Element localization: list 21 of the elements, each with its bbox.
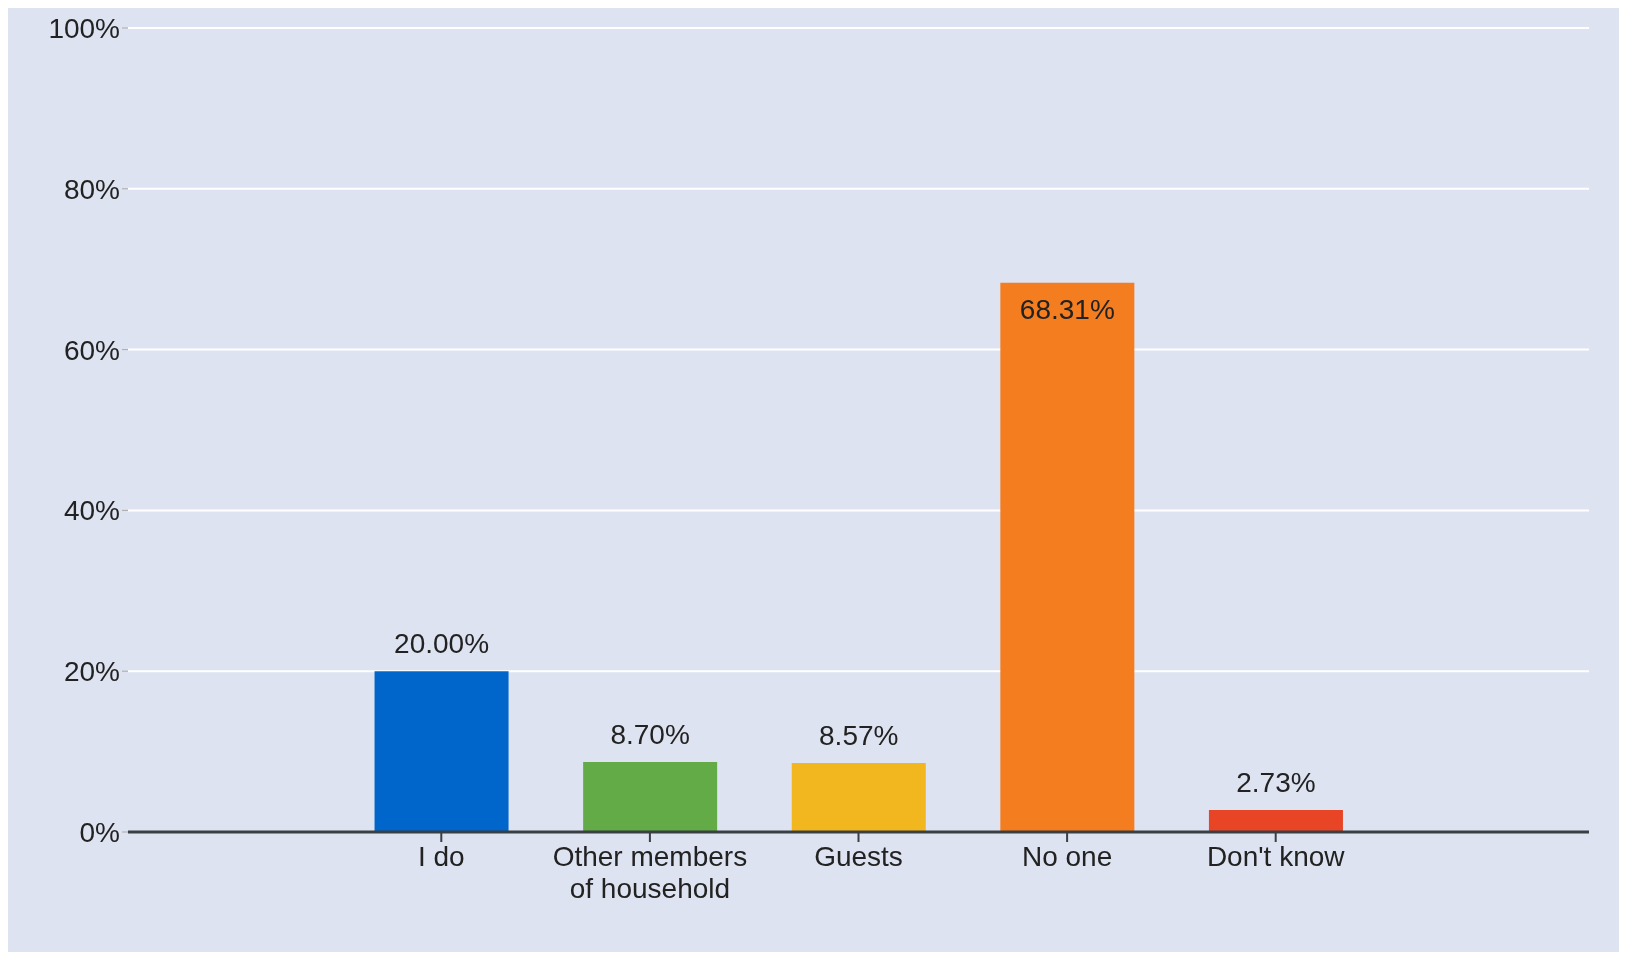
- bar: [791, 763, 926, 832]
- data-label: 8.70%: [610, 719, 690, 751]
- y-tick-label: 20%: [63, 656, 120, 688]
- x-tick-label: Other members of household: [552, 841, 748, 904]
- x-tick-label: Don't know: [1206, 841, 1346, 872]
- data-label: 2.73%: [1236, 767, 1316, 799]
- data-label: 8.57%: [819, 720, 899, 752]
- x-tick-label: No one: [1021, 841, 1113, 872]
- bar: [1208, 810, 1343, 832]
- x-tick-label: Guests: [814, 841, 903, 872]
- y-tick-label: 40%: [63, 495, 120, 527]
- data-label: 20.00%: [394, 628, 490, 660]
- y-tick-label: 60%: [63, 334, 120, 366]
- bar: [1000, 282, 1135, 832]
- y-tick-label: 0%: [79, 816, 120, 848]
- y-tick-label: 100%: [48, 12, 120, 44]
- data-label: 68.31%: [1019, 293, 1115, 325]
- x-tick-label: I do: [417, 841, 465, 872]
- y-tick-label: 80%: [63, 173, 120, 205]
- bar: [374, 671, 509, 832]
- bar: [583, 762, 718, 832]
